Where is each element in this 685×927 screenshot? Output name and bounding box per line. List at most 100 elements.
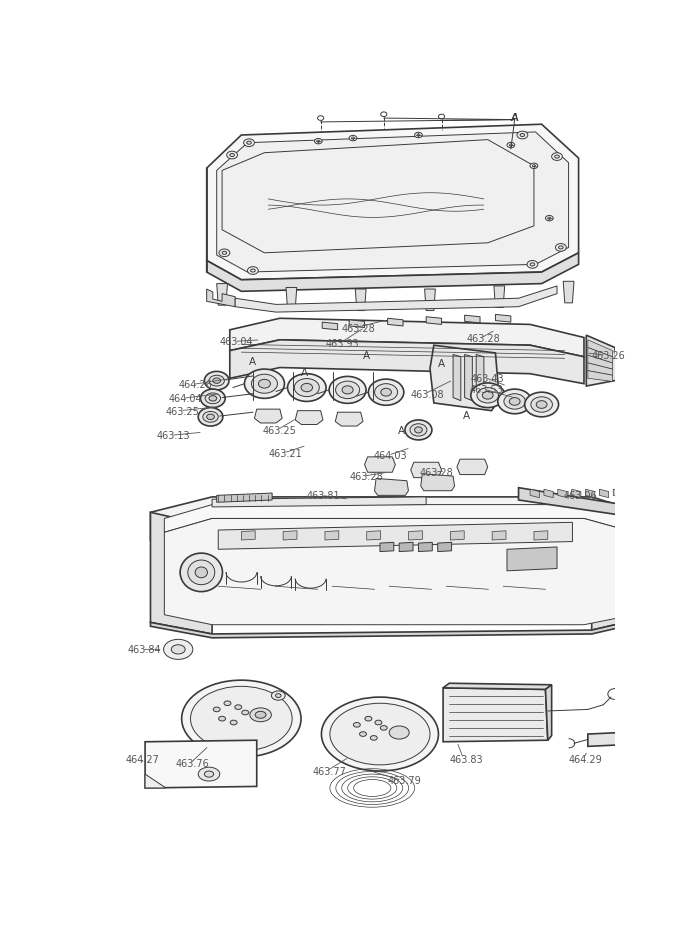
- Polygon shape: [599, 489, 609, 498]
- Ellipse shape: [438, 115, 445, 120]
- Ellipse shape: [205, 394, 221, 404]
- Polygon shape: [453, 355, 461, 401]
- Ellipse shape: [375, 720, 382, 725]
- Text: 464.04: 464.04: [169, 394, 202, 404]
- Ellipse shape: [548, 218, 551, 220]
- Ellipse shape: [258, 380, 271, 388]
- Ellipse shape: [507, 143, 514, 148]
- Polygon shape: [151, 513, 212, 634]
- Ellipse shape: [171, 645, 185, 654]
- Polygon shape: [588, 356, 612, 370]
- Polygon shape: [544, 489, 553, 498]
- Polygon shape: [457, 460, 488, 475]
- Ellipse shape: [275, 694, 281, 698]
- Ellipse shape: [405, 421, 432, 440]
- Ellipse shape: [530, 263, 535, 267]
- Ellipse shape: [482, 392, 493, 400]
- Polygon shape: [613, 489, 623, 498]
- Polygon shape: [464, 355, 473, 401]
- Text: 463.26: 463.26: [592, 350, 625, 361]
- Polygon shape: [443, 688, 548, 742]
- Polygon shape: [426, 317, 442, 325]
- Ellipse shape: [229, 154, 234, 158]
- Ellipse shape: [295, 379, 319, 397]
- Polygon shape: [295, 412, 323, 425]
- Ellipse shape: [375, 385, 397, 401]
- Polygon shape: [411, 463, 442, 478]
- Ellipse shape: [517, 132, 527, 140]
- Ellipse shape: [381, 388, 391, 397]
- Ellipse shape: [247, 267, 258, 275]
- Text: A: A: [301, 368, 308, 378]
- Polygon shape: [627, 489, 636, 498]
- Text: 463.93: 463.93: [326, 338, 360, 349]
- Ellipse shape: [329, 377, 366, 404]
- Text: A: A: [362, 350, 370, 361]
- Polygon shape: [145, 741, 257, 788]
- Polygon shape: [430, 346, 499, 412]
- Polygon shape: [207, 254, 579, 292]
- Ellipse shape: [471, 384, 505, 408]
- Polygon shape: [216, 133, 569, 273]
- Ellipse shape: [182, 680, 301, 757]
- Polygon shape: [425, 289, 436, 311]
- Ellipse shape: [351, 138, 355, 140]
- Polygon shape: [438, 542, 451, 552]
- Polygon shape: [443, 683, 551, 690]
- Polygon shape: [229, 340, 584, 385]
- Ellipse shape: [213, 707, 220, 712]
- Polygon shape: [229, 319, 584, 358]
- Ellipse shape: [414, 427, 422, 434]
- Polygon shape: [492, 531, 506, 540]
- Polygon shape: [588, 363, 612, 375]
- Text: 463.28: 463.28: [420, 468, 453, 477]
- Ellipse shape: [301, 384, 312, 392]
- Text: 463.43: 463.43: [471, 374, 504, 383]
- Polygon shape: [464, 316, 480, 324]
- Text: 463.25: 463.25: [166, 406, 200, 416]
- Ellipse shape: [204, 372, 229, 390]
- Ellipse shape: [477, 388, 499, 403]
- Ellipse shape: [381, 113, 387, 118]
- Ellipse shape: [227, 152, 238, 159]
- Ellipse shape: [555, 156, 560, 159]
- Polygon shape: [588, 732, 620, 746]
- Polygon shape: [620, 729, 628, 745]
- Ellipse shape: [316, 141, 320, 143]
- Ellipse shape: [527, 261, 538, 269]
- Text: 463.84: 463.84: [127, 644, 161, 654]
- Polygon shape: [254, 410, 282, 424]
- Polygon shape: [283, 531, 297, 540]
- Ellipse shape: [349, 136, 357, 142]
- Ellipse shape: [188, 561, 215, 585]
- Text: 463.25: 463.25: [263, 425, 297, 436]
- Ellipse shape: [321, 697, 438, 771]
- Text: 463.28: 463.28: [466, 334, 500, 344]
- Ellipse shape: [235, 705, 242, 710]
- Ellipse shape: [164, 640, 193, 660]
- Ellipse shape: [198, 408, 223, 426]
- Ellipse shape: [230, 720, 237, 725]
- Ellipse shape: [251, 270, 256, 273]
- Text: 463.53: 463.53: [469, 385, 503, 395]
- Ellipse shape: [242, 710, 249, 715]
- Polygon shape: [586, 336, 619, 387]
- Text: A: A: [511, 112, 519, 122]
- Text: A: A: [398, 425, 405, 436]
- Polygon shape: [151, 619, 642, 638]
- Ellipse shape: [525, 393, 558, 417]
- Ellipse shape: [247, 142, 251, 146]
- Ellipse shape: [180, 553, 223, 592]
- Polygon shape: [495, 315, 511, 323]
- Ellipse shape: [198, 768, 220, 781]
- Polygon shape: [563, 282, 574, 303]
- Ellipse shape: [219, 249, 229, 258]
- Ellipse shape: [190, 687, 292, 751]
- Text: 463.06: 463.06: [563, 490, 597, 501]
- Ellipse shape: [531, 398, 552, 413]
- Text: 464.03: 464.03: [374, 451, 408, 461]
- Text: 463.04: 463.04: [220, 337, 253, 347]
- Text: 464.26: 464.26: [178, 380, 212, 390]
- Ellipse shape: [551, 154, 562, 161]
- Text: 463.13: 463.13: [157, 431, 190, 441]
